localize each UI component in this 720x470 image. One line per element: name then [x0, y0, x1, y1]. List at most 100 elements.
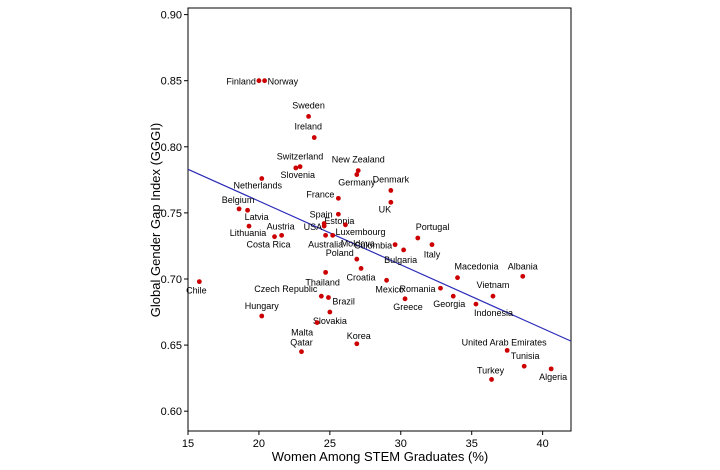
x-tick-label: 30: [395, 438, 407, 450]
point-label: Belgium: [222, 195, 255, 205]
data-point: [256, 78, 262, 84]
point-label: Mexico: [375, 284, 404, 294]
data-point: [520, 273, 526, 279]
data-point: [323, 232, 328, 238]
point-label: Switzerland: [277, 152, 324, 162]
data-point: [318, 293, 324, 299]
data-point: [548, 366, 554, 372]
point-label: USA: [304, 222, 323, 232]
data-point: [388, 188, 394, 193]
point-label: Macedonia: [455, 262, 499, 272]
point-label: Thailand: [305, 277, 340, 287]
point-label: Indonesia: [474, 308, 513, 318]
data-point: [297, 164, 303, 170]
data-point: [455, 275, 460, 281]
data-point: [327, 309, 333, 315]
point-label: Lithuania: [230, 228, 267, 238]
point-label: Korea: [347, 331, 371, 341]
data-point: [354, 172, 360, 177]
trend-line-layer: [187, 168, 572, 342]
plot-frame: [187, 7, 572, 432]
point-label: Latvia: [245, 212, 269, 222]
data-point: [521, 363, 527, 369]
data-point: [293, 165, 299, 171]
data-point: [355, 168, 361, 173]
data-point: [490, 293, 496, 299]
data-point: [358, 266, 364, 271]
y-tick-label: 0.65: [161, 340, 182, 352]
data-point: [306, 113, 311, 119]
data-point: [429, 242, 435, 248]
data-point: [314, 320, 320, 326]
point-label: Algeria: [539, 372, 567, 382]
data-point: [262, 78, 267, 84]
data-point: [450, 293, 456, 299]
point-label: Czech Republic: [254, 284, 318, 294]
point-label: Croatia: [347, 272, 376, 282]
data-point: [504, 347, 510, 353]
data-point: [343, 222, 348, 228]
point-label: Denmark: [373, 174, 410, 184]
data-point: [321, 223, 327, 229]
data-point: [259, 176, 265, 181]
data-point: [246, 223, 252, 229]
y-tick-label: 0.70: [161, 274, 182, 286]
data-point: [335, 211, 341, 217]
data-point: [272, 234, 277, 240]
data-point: [236, 206, 242, 212]
point-label: Luxembourg: [335, 227, 385, 237]
point-label: Finland: [226, 77, 256, 87]
data-point: [323, 269, 328, 275]
point-label: Turkey: [477, 365, 505, 375]
data-point: [489, 377, 494, 382]
point-label: Tunisia: [511, 351, 540, 361]
point-label: Poland: [326, 248, 354, 258]
point-label: Italy: [424, 250, 441, 260]
x-tick-label: 20: [253, 438, 265, 450]
point-label: France: [306, 189, 334, 199]
point-label: Sweden: [292, 100, 325, 110]
x-tick-label: 15: [182, 438, 194, 450]
data-point: [311, 135, 317, 140]
data-point: [279, 232, 285, 238]
point-label: Vietnam: [477, 280, 510, 290]
y-tick-label: 0.60: [161, 406, 182, 418]
point-label: Greece: [393, 302, 423, 312]
point-label: Georgia: [433, 299, 465, 309]
point-label: Slovakia: [313, 316, 347, 326]
point-label: Costa Rica: [247, 240, 291, 250]
point-label: Bulgaria: [384, 255, 417, 265]
data-point: [392, 242, 398, 248]
data-point: [473, 301, 479, 307]
data-point: [326, 295, 331, 300]
point-label: Netherlands: [233, 181, 282, 191]
point-label: Hungary: [245, 301, 280, 311]
point-label: Moldova: [341, 238, 375, 248]
data-point: [335, 195, 341, 201]
x-tick-label: 40: [537, 438, 549, 450]
point-label: Slovenia: [281, 170, 316, 180]
trend-line: [187, 168, 572, 342]
point-label: New Zealand: [332, 155, 385, 165]
y-tick-label: 0.85: [161, 76, 182, 88]
point-label: United Arab Emirates: [462, 337, 548, 347]
x-tick-label: 25: [324, 438, 336, 450]
point-label: Brazil: [332, 296, 355, 306]
x-axis-title: Women Among STEM Graduates (%): [272, 449, 489, 464]
point-label: Estonia: [324, 216, 354, 226]
data-point: [354, 341, 360, 347]
data-points-layer: Finland Norway Sweden Ireland Switzerland Slo…: [186, 77, 567, 382]
y-axis: 0.60 0.65 0.70 0.75 0.80 0.85 0.90: [161, 10, 188, 418]
point-label: Norway: [268, 77, 299, 87]
y-tick-label: 0.80: [161, 142, 182, 154]
data-point: [299, 349, 304, 355]
point-label: Chile: [186, 286, 207, 296]
point-label: Spain: [310, 209, 333, 219]
x-tick-label: 35: [466, 438, 478, 450]
point-label: Austria: [267, 221, 295, 231]
point-label: Portugal: [416, 222, 450, 232]
data-point: [330, 232, 336, 238]
data-point: [196, 279, 202, 285]
data-point: [388, 199, 394, 205]
